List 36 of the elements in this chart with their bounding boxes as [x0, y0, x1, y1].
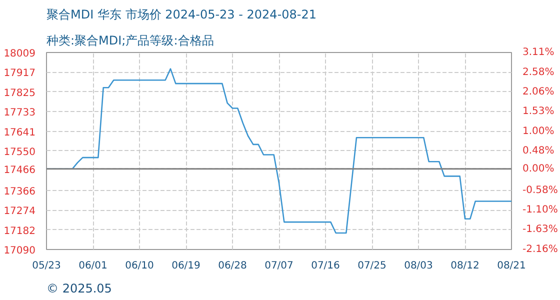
x-tick-label: 08/03 [404, 260, 433, 272]
x-tick-label: 08/12 [450, 260, 480, 272]
y-tick-label: 17274 [4, 206, 36, 218]
y-tick-label: 17733 [4, 108, 36, 119]
chart-title: 聚合MDI 华东 市场价 2024-05-23 - 2024-08-21 [46, 8, 317, 22]
y2-tick-label: 0.48% [522, 145, 554, 156]
y-tick-label: 17825 [4, 88, 36, 99]
y2-tick-label: -1.10% [522, 204, 558, 216]
x-tick-label: 06/19 [172, 260, 200, 272]
y-tick-label: 17917 [4, 68, 36, 80]
y2-tick-label: 0.00% [522, 163, 554, 174]
y-tick-label: 17182 [4, 226, 36, 237]
x-tick-label: 06/10 [125, 260, 154, 272]
x-tick-label: 08/21 [497, 260, 526, 272]
y2-tick-label: -1.63% [522, 224, 558, 236]
x-tick-label: 06/01 [78, 260, 108, 272]
x-tick-label: 06/28 [218, 260, 247, 272]
x-tick-label: 07/25 [358, 260, 386, 272]
y-tick-label: 17550 [4, 146, 36, 158]
y2-tick-label: -0.58% [522, 184, 558, 196]
y2-tick-label: 1.53% [522, 106, 554, 118]
x-tick-label: 07/07 [264, 260, 294, 272]
x-tick-label: 05/23 [32, 260, 61, 272]
y-tick-label: 17466 [4, 164, 36, 176]
y2-tick-label: 2.06% [522, 86, 554, 98]
y-tick-label: 18009 [4, 48, 36, 60]
y2-tick-label: 2.58% [522, 66, 554, 78]
y2-tick-label: -2.16% [522, 244, 558, 255]
y2-tick-label: 3.11% [522, 47, 554, 58]
x-tick-label: 07/16 [311, 260, 340, 272]
chart-subtitle: 种类:聚合MDI;产品等级:合格品 [46, 34, 214, 48]
y-tick-label: 17090 [4, 246, 36, 256]
y2-tick-label: 1.00% [522, 126, 554, 137]
y-tick-label: 17366 [4, 186, 36, 198]
text: © 2025.05 [46, 282, 112, 296]
y-tick-label: 17641 [4, 127, 36, 138]
